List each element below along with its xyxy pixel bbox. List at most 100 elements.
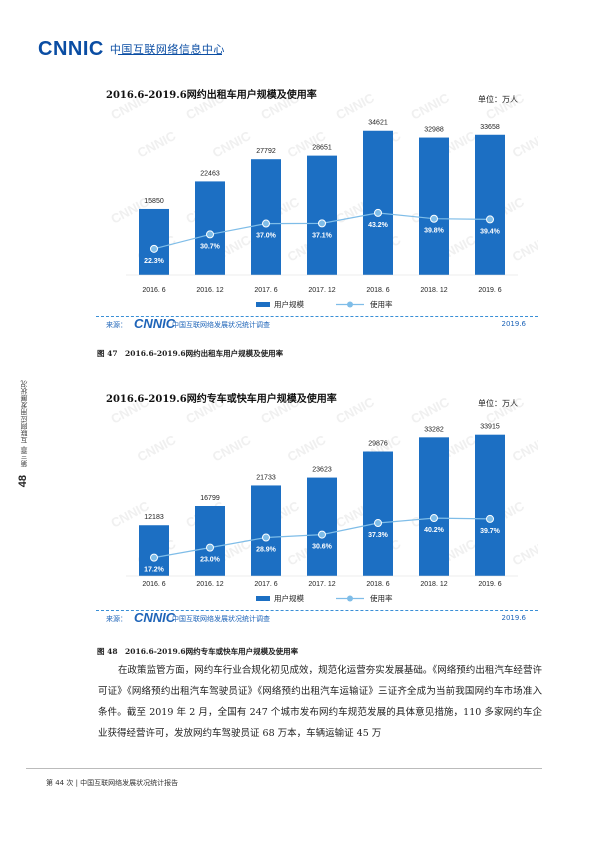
watermark-text: CNNIC — [333, 90, 377, 123]
source-logo: CNNIC — [134, 316, 176, 331]
bar-value-label: 29876 — [368, 441, 388, 448]
logo-underline — [118, 54, 222, 56]
usage-rate-point — [430, 214, 438, 223]
bar — [195, 181, 225, 275]
usage-rate-point — [206, 230, 214, 239]
x-tick-label: 2017. 12 — [308, 287, 335, 294]
bar-value-label: 28651 — [312, 145, 332, 152]
bar — [139, 525, 169, 576]
usage-rate-point — [262, 219, 270, 228]
usage-rate-point — [374, 519, 382, 528]
usage-rate-label: 30.6% — [312, 544, 333, 551]
bar-value-label: 27792 — [256, 148, 276, 155]
source-row: 来源： CNNIC 中国互联网络发展状况统计调查 2019.6 — [96, 316, 538, 331]
bar — [139, 208, 169, 275]
chart-unit: 单位：万人 — [478, 399, 518, 408]
bar-value-label: 33658 — [480, 124, 500, 131]
bar — [195, 506, 225, 576]
chart-unit: 单位：万人 — [478, 95, 518, 104]
x-tick-label: 2017. 12 — [308, 581, 335, 588]
usage-rate-point — [486, 215, 494, 224]
body-text: 在政策监管方面，网约车行业合规化初见成效，规范化运营夯实发展基础。《网络预约出租… — [98, 660, 542, 744]
footer-text: 第 44 次 | 中国互联网络发展状况统计报告 — [46, 779, 179, 787]
chart-panel-ridehail: CNNIC CNNIC CNNIC CNNIC CNNIC CNNIC CNNIC CNNIC… — [96, 384, 538, 630]
x-tick-label: 2018. 12 — [420, 287, 447, 294]
bar — [363, 130, 393, 275]
cnnic-logo: CNNIC — [38, 37, 104, 60]
usage-rate-point — [374, 208, 382, 217]
bar — [363, 451, 393, 576]
watermark-text: CNNIC — [135, 128, 179, 161]
body-paragraph: 在政策监管方面，网约车行业合规化初见成效，规范化运营夯实发展基础。《网络预约出租… — [98, 665, 542, 739]
watermark-text: CNNIC — [333, 394, 377, 427]
side-chapter-marker: 第三章 互联网应用发展状况 48 — [14, 355, 32, 495]
usage-rate-point — [150, 553, 158, 562]
x-tick-label: 2018. 12 — [420, 581, 447, 588]
usage-rate-label: 43.2% — [368, 222, 389, 229]
bar — [475, 134, 505, 275]
footer-divider — [26, 768, 542, 769]
usage-rate-label: 23.0% — [200, 557, 221, 564]
figure-caption-48: 图 48 2016.6-2019.6网约专车或快车用户规模及使用率 — [97, 647, 299, 656]
usage-rate-point — [262, 533, 270, 542]
bar-value-label: 22463 — [200, 170, 220, 177]
usage-rate-label: 28.9% — [256, 546, 277, 553]
source-row: 来源： CNNIC 中国互联网络发展状况统计调查 2019.6 — [96, 610, 538, 625]
watermark-text: CNNIC — [510, 432, 538, 465]
watermark-text: CNNIC — [510, 128, 538, 161]
watermark-text: CNNIC — [510, 536, 538, 569]
bar — [419, 137, 449, 275]
x-tick-label: 2017. 6 — [254, 287, 277, 294]
watermark-text: CNNIC — [210, 128, 254, 161]
chart-panel-taxi: CNNIC CNNIC CNNIC CNNIC CNNIC CNNIC CNNIC CNNIC… — [96, 80, 538, 338]
usage-rate-label: 22.3% — [144, 258, 165, 265]
source-logo: CNNIC — [134, 610, 176, 625]
usage-rate-point — [318, 530, 326, 539]
x-tick-label: 2016. 6 — [142, 581, 165, 588]
bar-value-label: 23623 — [312, 467, 332, 474]
x-tick-label: 2019. 6 — [478, 581, 501, 588]
usage-rate-label: 39.4% — [480, 228, 501, 235]
source-name: 中国互联网络发展状况统计调查 — [172, 615, 270, 623]
x-tick-label: 2019. 6 — [478, 287, 501, 294]
legend-line-label: 使用率 — [370, 593, 393, 603]
usage-rate-point — [430, 514, 438, 523]
watermark-text: CNNIC — [210, 432, 254, 465]
bar — [251, 485, 281, 576]
x-tick-label: 2018. 6 — [366, 581, 389, 588]
source-year: 2019.6 — [501, 614, 527, 622]
x-tick-label: 2016. 12 — [196, 287, 223, 294]
x-tick-label: 2017. 6 — [254, 581, 277, 588]
x-tick-label: 2016. 6 — [142, 287, 165, 294]
usage-rate-point — [318, 219, 326, 228]
bar-value-label: 21733 — [256, 474, 276, 481]
usage-rate-label: 37.0% — [256, 233, 277, 240]
source-year: 2019.6 — [501, 320, 527, 328]
usage-rate-label: 37.3% — [368, 532, 389, 539]
usage-rate-label: 39.8% — [424, 228, 445, 235]
legend-line-marker — [347, 595, 353, 602]
cnnic-logo-chinese: 中国互联网络信息中心 — [109, 43, 225, 56]
x-tick-label: 2016. 12 — [196, 581, 223, 588]
legend-bar-swatch — [256, 596, 270, 601]
side-page-number: 48 — [17, 475, 29, 488]
usage-rate-label: 17.2% — [144, 567, 165, 574]
bar-value-label: 34621 — [368, 120, 388, 127]
bar-value-label: 33282 — [424, 426, 444, 433]
legend-bar-label: 用户规模 — [274, 299, 304, 309]
usage-rate-label: 40.2% — [424, 527, 445, 534]
chart-title: 2016.6-2019.6网约出租车用户规模及使用率 — [106, 90, 317, 101]
usage-rate-point — [486, 514, 494, 523]
legend-bar-label: 用户规模 — [274, 593, 304, 603]
watermark-text: CNNIC — [135, 432, 179, 465]
source-label: 来源： — [106, 321, 127, 329]
watermark-text: CNNIC — [408, 90, 452, 123]
watermark-text: CNNIC — [408, 394, 452, 427]
bar — [251, 159, 281, 275]
header-logo: CNNIC 中国互联网络信息中心 — [38, 38, 225, 60]
bar-value-label: 33915 — [480, 424, 500, 431]
bar — [419, 437, 449, 576]
bar — [307, 477, 337, 576]
